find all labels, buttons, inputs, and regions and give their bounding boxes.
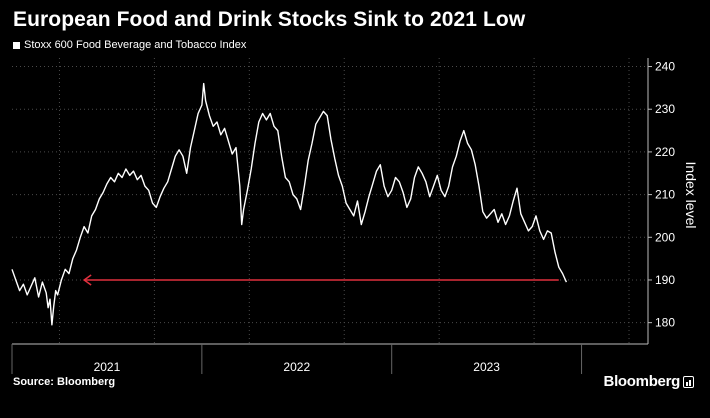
y-tick-label: 190 bbox=[655, 273, 675, 287]
bloomberg-icon bbox=[683, 375, 694, 388]
chart-title: European Food and Drink Stocks Sink to 2… bbox=[13, 8, 526, 31]
x-tick-label: 2022 bbox=[283, 360, 310, 374]
series-line bbox=[11, 82, 568, 326]
annotation-arrow-head bbox=[82, 274, 92, 286]
y-tick-label: 210 bbox=[655, 188, 675, 202]
legend-swatch bbox=[13, 41, 20, 49]
axes bbox=[11, 58, 652, 374]
tick-labels: 180 190 200 210 220 230 240 2021 2022 2023 Index l… bbox=[94, 60, 699, 374]
gridlines bbox=[12, 58, 648, 344]
y-axis-title: Index level bbox=[683, 162, 699, 229]
x-tick-label: 2021 bbox=[94, 360, 121, 374]
brand-name: Bloomberg bbox=[603, 373, 681, 390]
y-tick-label: 220 bbox=[655, 145, 675, 159]
source-note: Source: Bloomberg bbox=[13, 376, 116, 388]
y-tick-label: 230 bbox=[655, 102, 675, 116]
series-layer bbox=[11, 82, 568, 326]
brand-logo: Bloomberg bbox=[604, 373, 694, 390]
y-tick-label: 240 bbox=[655, 60, 675, 74]
legend-label: Stoxx 600 Food Beverage and Tobacco Inde… bbox=[24, 39, 247, 51]
annotations bbox=[82, 274, 559, 286]
x-tick-label: 2023 bbox=[473, 360, 500, 374]
chart-legend: Stoxx 600 Food Beverage and Tobacco Inde… bbox=[13, 39, 246, 51]
y-tick-label: 200 bbox=[655, 230, 675, 244]
y-tick-label: 180 bbox=[655, 316, 675, 330]
